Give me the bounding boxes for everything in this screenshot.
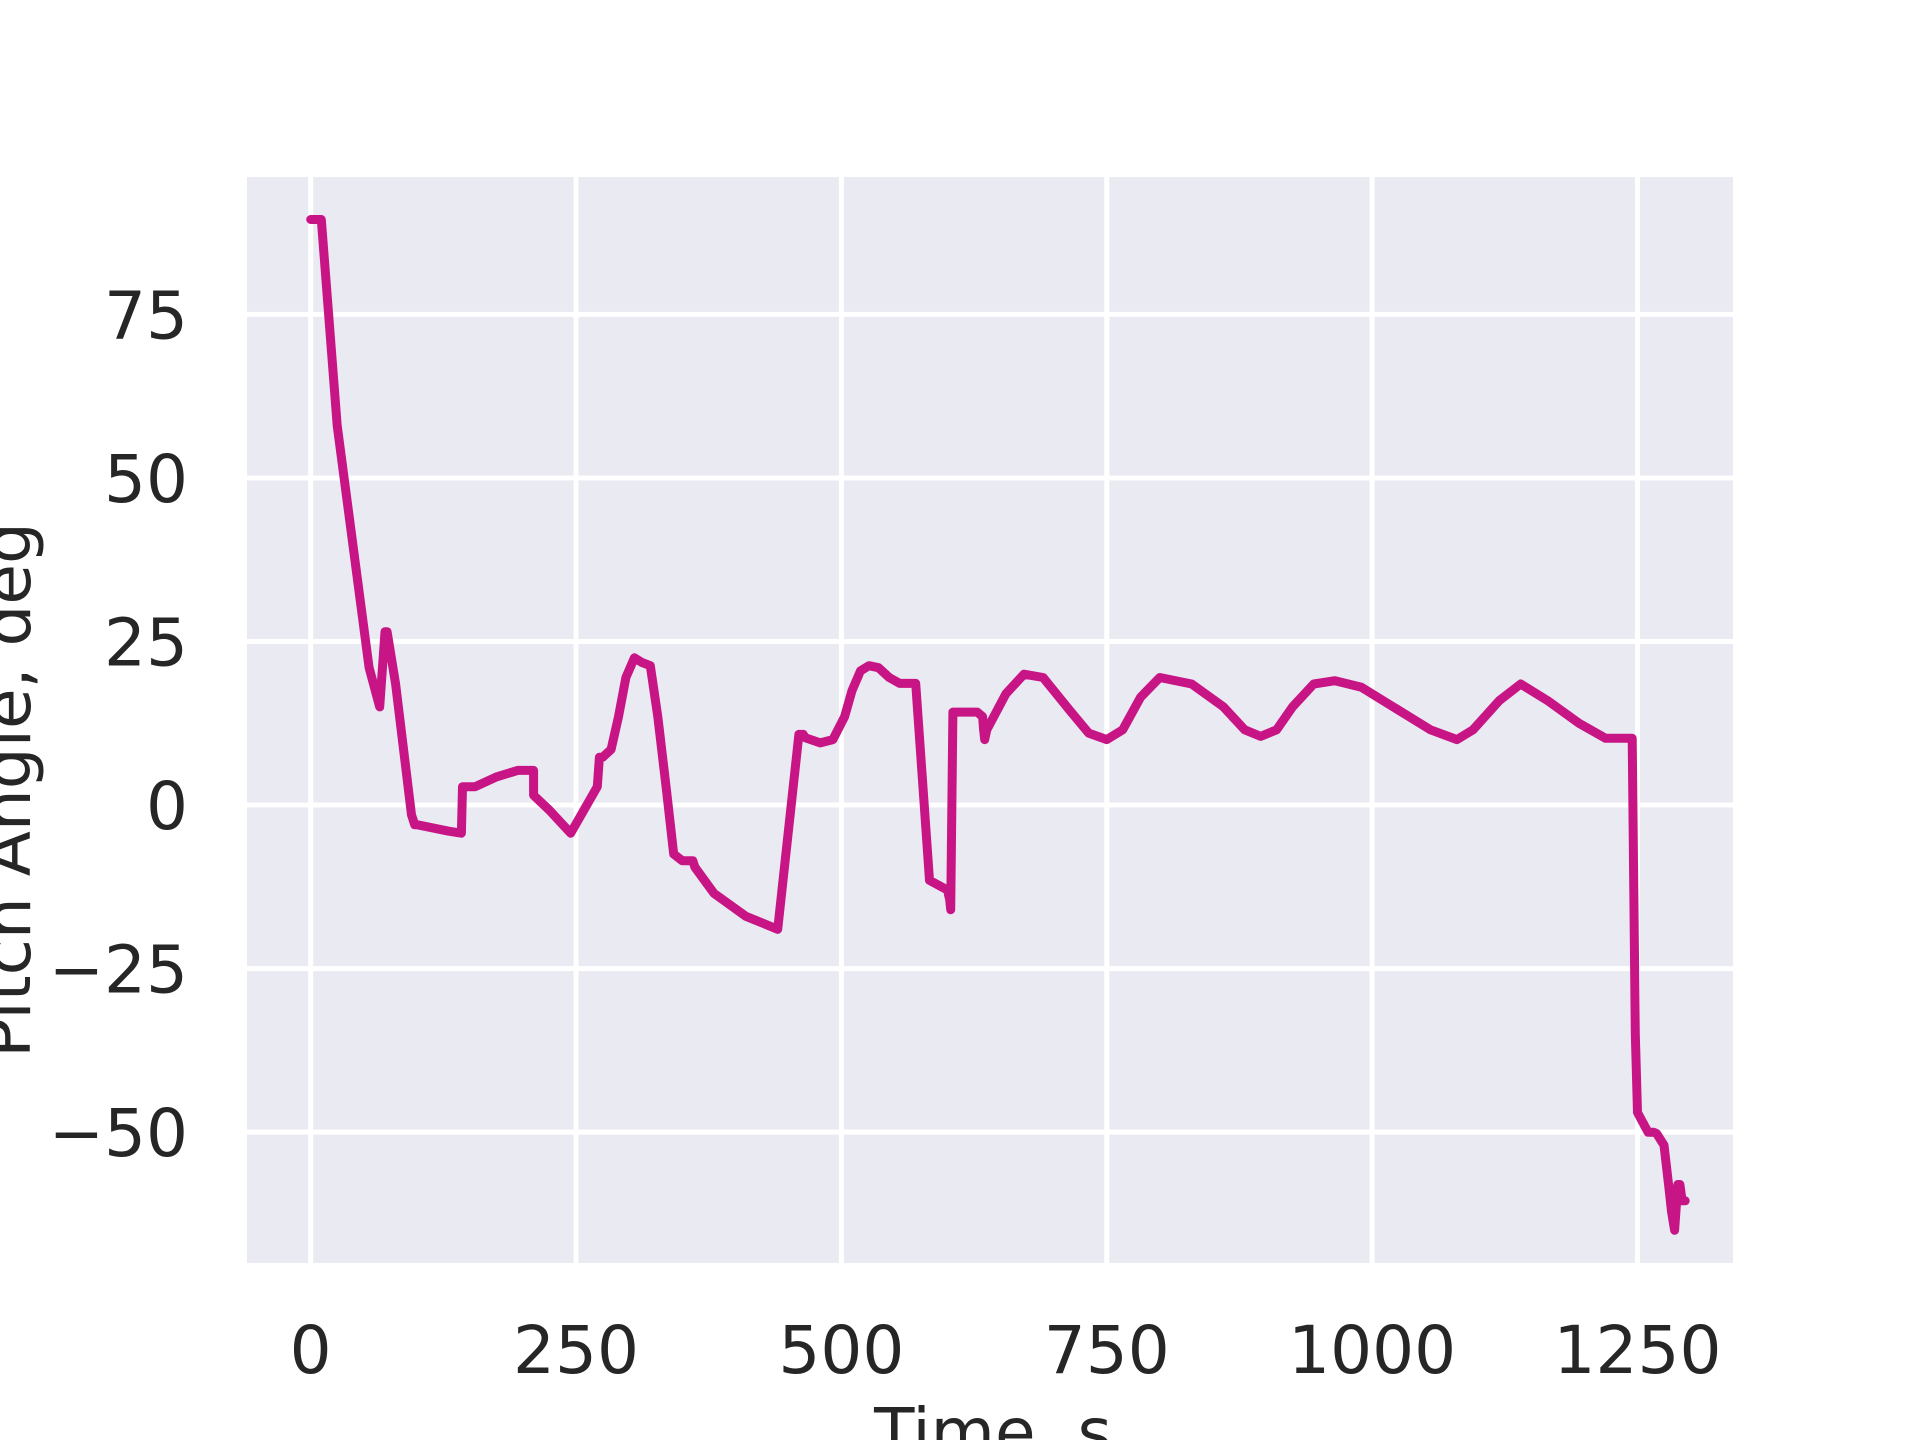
series-group: [306, 215, 1690, 1235]
series-line: [306, 215, 1690, 1235]
x-tick-label: 750: [1044, 1312, 1170, 1389]
y-axis-label: Pitch Angle, deg: [0, 522, 46, 1058]
y-tick-label: 25: [104, 604, 188, 681]
x-tick-label: 1250: [1553, 1312, 1721, 1389]
y-tick-label: −50: [49, 1095, 188, 1172]
grid-lines: [247, 177, 1733, 1263]
y-tick-label: 75: [104, 277, 188, 354]
x-axis-ticks: 0 250 500 750 1000 1250: [290, 1312, 1722, 1389]
x-tick-label: 0: [290, 1312, 332, 1389]
x-tick-label: 500: [778, 1312, 904, 1389]
y-tick-label: 0: [146, 768, 188, 845]
x-axis-label: Time, s: [873, 1394, 1112, 1440]
y-tick-label: −25: [49, 932, 188, 1009]
x-tick-label: 1000: [1288, 1312, 1456, 1389]
y-axis-ticks: −50 −25 0 25 50 75: [49, 277, 188, 1172]
x-tick-label: 250: [513, 1312, 639, 1389]
y-tick-label: 50: [104, 441, 188, 518]
